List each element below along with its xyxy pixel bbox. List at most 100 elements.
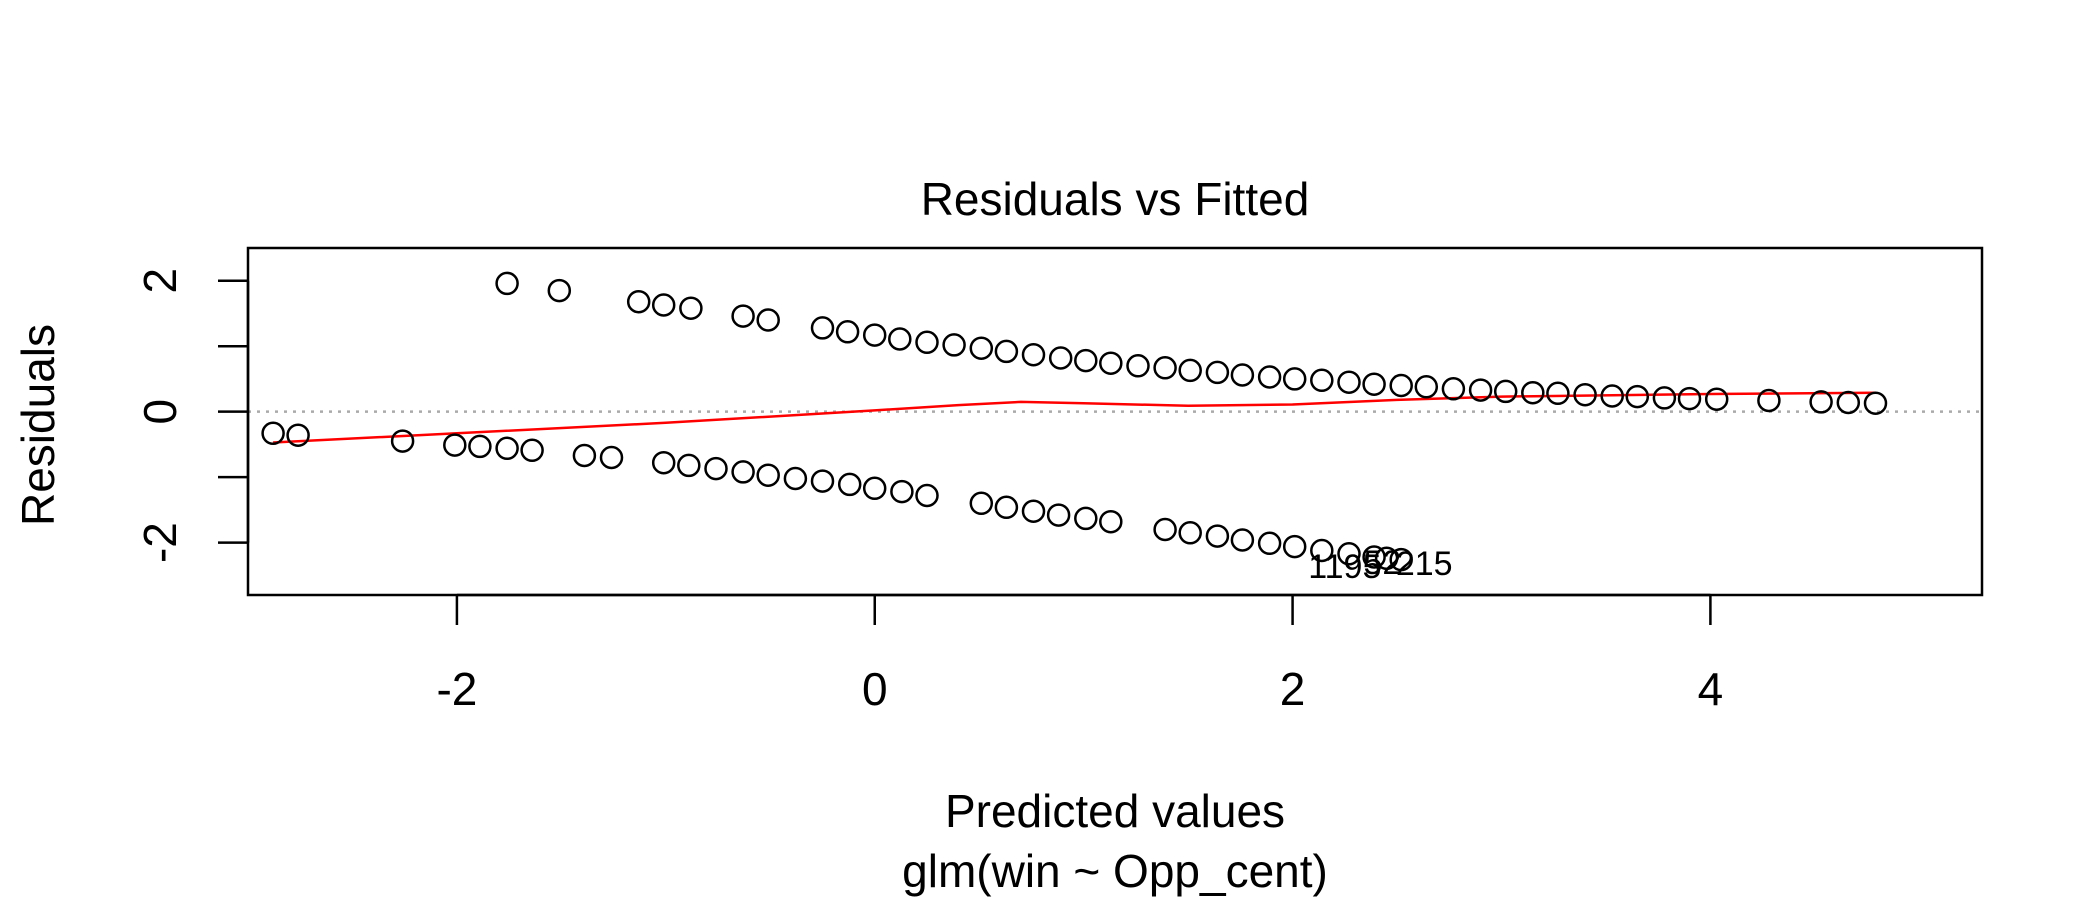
data-point xyxy=(731,460,755,484)
point-label: 52 xyxy=(1363,544,1401,582)
data-point xyxy=(783,466,808,491)
data-point xyxy=(495,271,519,296)
data-point xyxy=(756,463,780,487)
data-point xyxy=(1677,386,1702,411)
data-point xyxy=(495,436,519,461)
data-point xyxy=(1074,506,1098,531)
data-point xyxy=(1257,365,1282,389)
data-point xyxy=(1282,367,1307,391)
data-point xyxy=(599,445,624,470)
data-point xyxy=(969,336,994,360)
data-point xyxy=(994,339,1019,364)
data-point xyxy=(1757,388,1781,413)
data-point xyxy=(1048,346,1073,370)
data-point xyxy=(1809,390,1833,414)
data-point xyxy=(704,456,728,481)
data-point xyxy=(731,304,755,328)
data-point xyxy=(1099,509,1123,534)
data-point xyxy=(1374,546,1399,571)
chart-title: Residuals vs Fitted xyxy=(921,173,1310,225)
smooth-line-layer xyxy=(273,391,1876,444)
data-point xyxy=(1021,499,1046,523)
data-point xyxy=(994,495,1019,520)
y-axis-label: Residuals xyxy=(12,324,64,526)
data-point xyxy=(1046,503,1071,527)
x-tick-label: 2 xyxy=(1280,663,1306,715)
data-point xyxy=(1205,524,1230,548)
data-point xyxy=(810,469,835,493)
data-point xyxy=(1468,378,1493,402)
data-point xyxy=(1389,373,1413,398)
data-point xyxy=(286,423,310,447)
data-point xyxy=(1021,342,1046,367)
data-point xyxy=(677,453,701,478)
data-point xyxy=(1362,545,1386,569)
data-point xyxy=(1493,379,1518,404)
plot-frame xyxy=(246,246,1984,597)
y-tick-label: -2 xyxy=(134,522,186,563)
data-point xyxy=(1600,384,1624,408)
data-point xyxy=(1337,370,1361,394)
x-tick-label: 4 xyxy=(1698,663,1724,715)
smooth-trend-line xyxy=(273,391,1876,444)
data-point xyxy=(837,472,862,497)
data-point xyxy=(1230,363,1255,387)
data-point xyxy=(1178,521,1202,545)
data-point xyxy=(1337,542,1361,566)
y-tick-label: 2 xyxy=(134,268,186,294)
data-point xyxy=(1282,534,1307,559)
data-point xyxy=(1414,375,1439,399)
x-tick-label: -2 xyxy=(436,663,477,715)
data-point xyxy=(1205,360,1230,385)
data-point xyxy=(1704,387,1729,411)
data-point xyxy=(756,308,780,332)
data-point xyxy=(862,476,887,501)
data-point xyxy=(942,333,966,357)
chart-subtitle: glm(win ~ Opp_cent) xyxy=(902,845,1328,897)
data-point xyxy=(443,433,467,457)
data-point xyxy=(1178,358,1202,383)
data-point xyxy=(1441,377,1466,401)
data-point xyxy=(1521,380,1545,405)
data-point xyxy=(547,278,572,303)
points-layer xyxy=(261,271,1888,572)
y-tick-label: 0 xyxy=(134,399,186,425)
data-point xyxy=(1863,391,1888,415)
data-point xyxy=(572,443,597,468)
data-point xyxy=(810,316,835,340)
data-point xyxy=(520,438,544,463)
data-point xyxy=(890,479,914,504)
data-point xyxy=(679,296,703,320)
data-point xyxy=(862,323,887,347)
data-point xyxy=(1652,386,1677,410)
data-point xyxy=(915,483,939,508)
data-point xyxy=(261,421,285,446)
data-point xyxy=(969,491,994,516)
data-point xyxy=(1310,368,1334,393)
data-point xyxy=(888,327,912,351)
data-point xyxy=(1099,351,1123,375)
data-point xyxy=(651,450,676,475)
data-point xyxy=(1362,372,1386,396)
data-point xyxy=(1230,528,1255,552)
data-point xyxy=(390,429,415,453)
data-point xyxy=(1153,356,1177,380)
point-label: 1195 xyxy=(1308,548,1381,586)
axes-layer: -2 0 2 4 -2 0 2 xyxy=(134,268,1723,715)
data-point xyxy=(1257,531,1282,556)
data-point xyxy=(1310,538,1334,563)
data-point xyxy=(1153,517,1177,542)
data-point xyxy=(1126,354,1150,378)
data-point xyxy=(626,289,651,314)
x-tick-label: 0 xyxy=(862,663,888,715)
data-point xyxy=(1625,384,1650,409)
x-axis-label: Predicted values xyxy=(945,785,1285,837)
data-point xyxy=(468,434,492,459)
data-point xyxy=(1389,547,1413,572)
data-point xyxy=(915,330,939,355)
data-point xyxy=(1836,390,1861,415)
data-point xyxy=(1573,382,1597,407)
data-point xyxy=(651,293,676,317)
data-point xyxy=(835,320,860,344)
